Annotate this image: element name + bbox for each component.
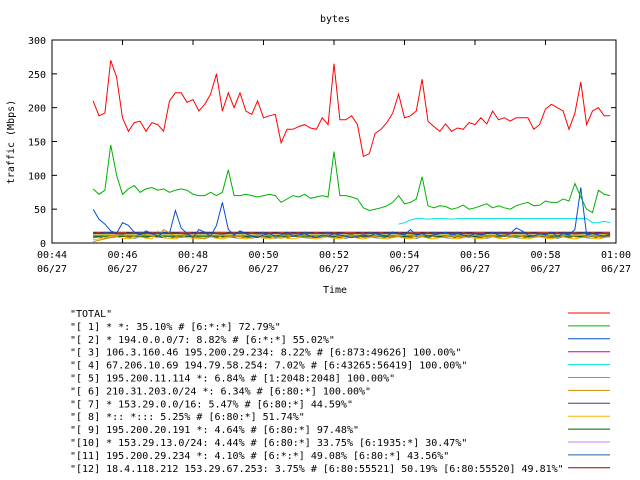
plot-border: [51, 39, 617, 244]
x-tick-date-label: 06/27: [107, 264, 137, 275]
legend-label-5: "[ 5] 195.200.11.114 *: 6.84% # [1:2048:…: [70, 374, 395, 385]
legend-label-11: "[11] 195.200.29.234 *: 4.10% # [6:*:*] …: [70, 451, 449, 462]
x-tick-label: 00:48: [178, 250, 208, 261]
legend-label-8: "[ 8] *:: *::: 5.25% # [6:80:*] 51.74%": [70, 412, 305, 423]
legend-label-7: "[ 7] * 153.29.0.0/16: 5.47% # [6:80:*] …: [70, 399, 353, 410]
series-line-4: [398, 218, 611, 225]
x-tick-label: 00:56: [460, 250, 490, 261]
series-line-2: [92, 187, 611, 239]
legend-label-9: "[ 9] 195.200.20.191 *: 4.64% # [6:80:*]…: [70, 425, 359, 436]
y-tick-label: 100: [28, 171, 46, 182]
x-tick-date-label: 06/27: [460, 264, 490, 275]
legend-label-3: "[ 3] 106.3.160.46 195.200.29.234: 8.22%…: [70, 348, 461, 359]
x-tick-date-label: 06/27: [389, 264, 419, 275]
legend-label-4: "[ 4] 67.206.10.69 194.79.58.254: 7.02% …: [70, 361, 467, 372]
x-tick-label: 00:46: [107, 250, 137, 261]
legend-label-2: "[ 2] * 194.0.0.0/7: 8.82% # [6:*:*] 55.…: [70, 335, 335, 346]
chart-title: bytes: [320, 14, 350, 25]
y-axis-label: traffic (Mbps): [6, 100, 17, 184]
y-tick-label: 200: [28, 104, 46, 115]
legend-label-6: "[ 6] 210.31.203.0/24 *: 6.34% # [6:80:*…: [70, 386, 371, 397]
legend-label-12: "[12] 18.4.118.212 153.29.67.253: 3.75% …: [70, 464, 564, 475]
x-tick-date-label: 06/27: [601, 264, 631, 275]
plot-area: [92, 60, 611, 243]
legend-label-1: "[ 1] * *: 35.10% # [6:*:*] 72.79%": [70, 322, 281, 333]
x-tick-date-label: 06/27: [248, 264, 278, 275]
y-tick-label: 50: [34, 205, 46, 216]
x-tick-label: 00:52: [319, 250, 349, 261]
series-line-0: [92, 60, 611, 158]
x-tick-date-label: 06/27: [178, 264, 208, 275]
x-tick-date-label: 06/27: [37, 264, 67, 275]
x-tick-label: 00:58: [530, 250, 560, 261]
y-tick-label: 0: [40, 239, 46, 250]
x-tick-label: 00:54: [389, 250, 419, 261]
x-tick-date-label: 06/27: [530, 264, 560, 275]
series-line-6: [92, 228, 611, 243]
y-tick-label: 300: [28, 36, 46, 47]
x-tick-date-label: 06/27: [319, 264, 349, 275]
series-line-1: [92, 144, 611, 214]
x-tick-label: 01:00: [601, 250, 631, 261]
y-tick-label: 150: [28, 138, 46, 149]
legend: "TOTAL" "[ 1] * *: 35.10% # [6:*:*] 72.79…: [70, 309, 610, 475]
legend-label-10: "[10] * 153.29.13.0/24: 4.44% # [6:80:*]…: [70, 438, 467, 449]
y-tick-label: 250: [28, 70, 46, 81]
x-axis-label: Time: [323, 285, 347, 296]
legend-label-0: "TOTAL": [70, 309, 112, 320]
x-tick-label: 00:50: [248, 250, 278, 261]
axes: 0 50 100 150 200 250 300 00:44 06/27 00:46 06/27 00…: [28, 36, 631, 275]
x-tick-label: 00:44: [37, 250, 67, 261]
